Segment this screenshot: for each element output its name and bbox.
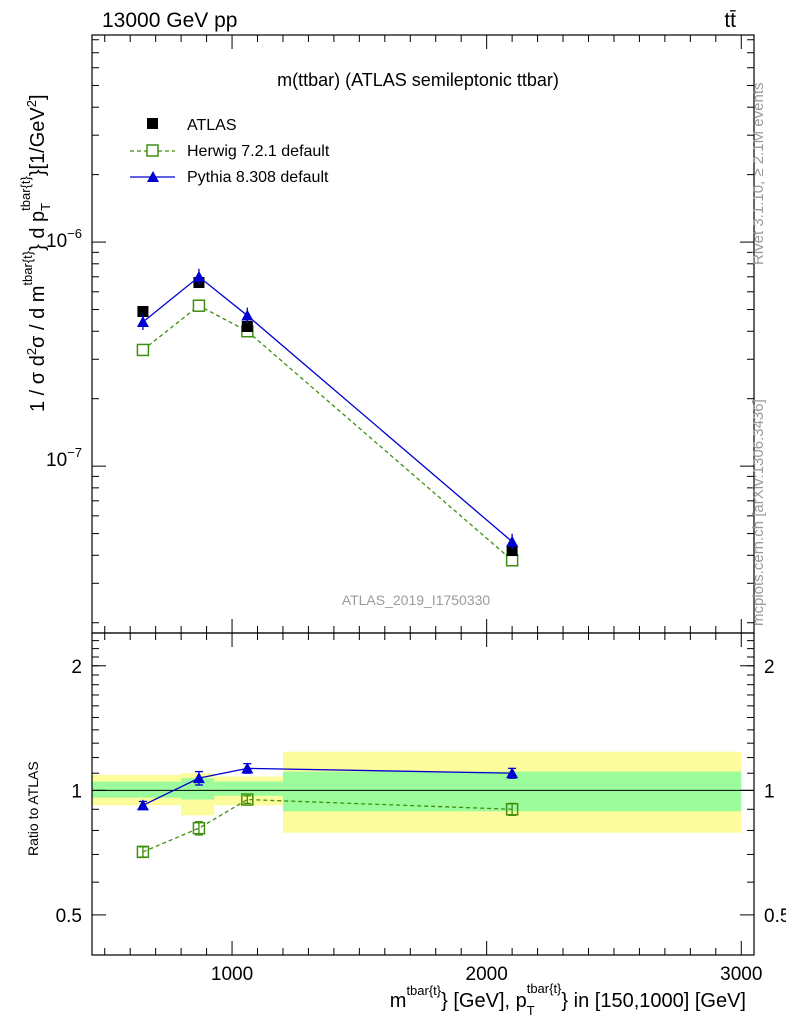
herwig-ratio-point bbox=[192, 821, 206, 835]
y-tick-label-1e-7: 10−7 bbox=[46, 445, 82, 471]
ratio-tick-label-right: 0.5 bbox=[764, 906, 786, 927]
x-tick-label: 2000 bbox=[466, 964, 508, 985]
pythia-ratio-point bbox=[241, 762, 254, 774]
ratio-tick-label-left: 1 bbox=[71, 781, 82, 802]
y-axis-label: 1 / σ d2σ / d mtbar{t}} d pTtbar{t}}[1/G… bbox=[18, 94, 53, 412]
uncertainty-bands bbox=[92, 751, 742, 833]
ratio-tick-labels: 0.5 0.5 1 1 2 2 bbox=[56, 657, 786, 927]
ratio-y-axis-label: Ratio to ATLAS bbox=[25, 761, 41, 856]
ratio-tick-label-right: 2 bbox=[764, 657, 775, 678]
herwig-ratio-point bbox=[136, 845, 150, 859]
herwig-line bbox=[142, 304, 513, 561]
herwig-ratio-point bbox=[241, 793, 254, 806]
x-tick-label: 3000 bbox=[720, 964, 762, 985]
stat-band-bin-0 bbox=[92, 781, 182, 798]
pythia-ratio-point bbox=[192, 772, 205, 784]
analysis-id: ATLAS_2019_I1750330 bbox=[342, 592, 491, 608]
pythia-ratio-line bbox=[142, 767, 513, 806]
ratio-tick-label-left: 0.5 bbox=[56, 906, 82, 927]
ratio-tick-label-left: 2 bbox=[71, 657, 82, 678]
pythia-line bbox=[142, 275, 513, 543]
x-axis-label: mtbar{t}} [GeV], pTtbar{t}} in [150,1000… bbox=[390, 981, 746, 1018]
atlas-point bbox=[506, 545, 518, 557]
legend-label-herwig: Herwig 7.2.1 default bbox=[187, 143, 330, 160]
ratio-tick-label-right: 1 bbox=[764, 781, 775, 802]
legend-label-pythia: Pythia 8.308 default bbox=[187, 169, 329, 186]
energy-label: 13000 GeV pp bbox=[102, 9, 237, 32]
x-tick-labels: 1000 2000 3000 bbox=[211, 964, 763, 985]
herwig-point bbox=[505, 554, 519, 567]
process-label: tt̄ bbox=[724, 9, 736, 32]
herwig-ratio-line bbox=[142, 798, 513, 853]
pythia-ratio-point bbox=[136, 799, 149, 811]
atlas-point bbox=[241, 321, 253, 333]
legend-marker-pythia bbox=[147, 171, 159, 182]
pythia-point bbox=[506, 535, 519, 547]
ratio-plot-frame bbox=[91, 632, 755, 956]
chart-title: m(ttbar) (ATLAS semileptonic ttbar) bbox=[277, 70, 559, 90]
axis-ticks bbox=[92, 35, 754, 956]
stat-band-bin-2 bbox=[214, 781, 283, 796]
herwig-point bbox=[136, 343, 150, 357]
rivet-label: Rivet 3.1.10, ≥ 2.1M events bbox=[750, 83, 767, 266]
legend: ATLAS Herwig 7.2.1 default Pythia 8.308 … bbox=[130, 117, 330, 186]
mcplots-label: mcplots.cern.ch [arXiv:1306.3436] bbox=[750, 399, 767, 626]
herwig-ratio-point bbox=[505, 803, 519, 816]
ratio-series bbox=[136, 762, 519, 859]
pythia-point bbox=[136, 315, 149, 327]
legend-label-atlas: ATLAS bbox=[187, 117, 237, 134]
y-tick-label-1e-6: 10−6 bbox=[46, 226, 82, 252]
x-tick-label: 1000 bbox=[211, 964, 253, 985]
atlas-point bbox=[137, 306, 149, 318]
pythia-ratio-point bbox=[506, 767, 519, 779]
pythia-point bbox=[192, 270, 205, 282]
legend-marker-atlas bbox=[147, 118, 158, 129]
main-series bbox=[136, 268, 519, 567]
legend-marker-herwig bbox=[146, 144, 159, 157]
pythia-point bbox=[241, 309, 254, 321]
herwig-point bbox=[192, 299, 206, 312]
